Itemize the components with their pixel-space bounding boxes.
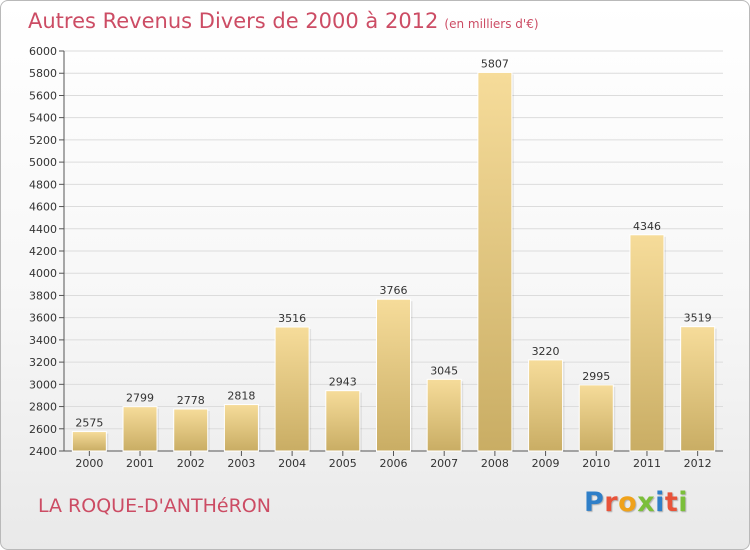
y-tick-label: 4400 — [29, 223, 57, 236]
bar — [528, 359, 564, 452]
x-tick-label: 2006 — [380, 457, 408, 470]
y-tick-label: 2600 — [29, 423, 57, 436]
logo-letter: i — [655, 487, 665, 518]
bar-value-label: 3519 — [684, 312, 712, 325]
bar — [477, 71, 513, 452]
bar-value-label: 3045 — [430, 364, 458, 377]
bar-value-label: 2575 — [75, 417, 103, 430]
logo-letter: P — [584, 487, 605, 518]
bar — [325, 390, 361, 452]
chart-title-unit: (en milliers d'€) — [444, 17, 539, 31]
y-tick-label: 3000 — [29, 378, 57, 391]
y-tick-label: 5800 — [29, 67, 57, 80]
proxiti-logo: Proxiti — [584, 487, 688, 518]
bar — [173, 408, 209, 452]
bar-value-label: 2799 — [126, 392, 154, 405]
bar-value-label: 5807 — [481, 57, 509, 70]
chart-title: Autres Revenus Divers de 2000 à 2012 (en … — [28, 9, 539, 33]
x-tick-label: 2002 — [177, 457, 205, 470]
logo-letter: i — [678, 487, 689, 518]
x-tick-label: 2001 — [126, 457, 154, 470]
y-tick-label: 3200 — [29, 356, 57, 369]
y-tick-label: 5000 — [29, 156, 57, 169]
bar — [578, 384, 614, 452]
logo-letter: x — [637, 487, 656, 518]
logo-letter: o — [618, 487, 638, 518]
y-tick-label: 2400 — [29, 445, 57, 458]
bar-value-label: 2778 — [177, 394, 205, 407]
bar — [274, 326, 310, 452]
bar-value-label: 3516 — [278, 312, 306, 325]
x-tick-label: 2012 — [684, 457, 712, 470]
bar-value-label: 3220 — [532, 345, 560, 358]
x-tick-label: 2008 — [481, 457, 509, 470]
bar — [376, 298, 411, 452]
logo-letter: t — [664, 487, 679, 518]
bar-value-label: 2818 — [227, 390, 255, 403]
x-tick-label: 2000 — [75, 457, 103, 470]
location-label: LA ROQUE-D'ANTHéRON — [38, 495, 271, 517]
x-tick-label: 2004 — [278, 457, 306, 470]
y-tick-label: 4200 — [29, 245, 57, 258]
x-tick-label: 2005 — [329, 457, 357, 470]
x-tick-label: 2007 — [430, 457, 458, 470]
y-tick-label: 5200 — [29, 134, 57, 147]
y-tick-label: 5400 — [29, 112, 57, 125]
x-tick-label: 2010 — [582, 457, 610, 470]
y-tick-label: 4000 — [29, 267, 57, 280]
bar — [71, 431, 107, 452]
y-tick-label: 5600 — [29, 89, 57, 102]
bar-value-label: 2943 — [329, 376, 357, 389]
y-tick-label: 6000 — [29, 45, 57, 58]
bar — [122, 406, 158, 452]
bar-value-label: 4346 — [633, 220, 661, 233]
x-tick-label: 2003 — [227, 457, 255, 470]
bar — [680, 326, 716, 452]
logo-letter: r — [604, 487, 619, 518]
y-tick-label: 3600 — [29, 312, 57, 325]
y-tick-label: 3800 — [29, 289, 57, 302]
y-tick-label: 3400 — [29, 334, 57, 347]
bar — [629, 234, 665, 452]
y-tick-label: 4600 — [29, 201, 57, 214]
bar-value-label: 2995 — [582, 370, 610, 383]
x-tick-label: 2009 — [532, 457, 560, 470]
chart-title-text: Autres Revenus Divers de 2000 à 2012 — [28, 9, 439, 33]
bar-value-label: 3766 — [380, 284, 408, 297]
bar — [426, 378, 462, 452]
y-tick-label: 4800 — [29, 178, 57, 191]
y-tick-label: 2800 — [29, 401, 57, 414]
bar — [223, 404, 259, 452]
x-tick-label: 2011 — [633, 457, 661, 470]
